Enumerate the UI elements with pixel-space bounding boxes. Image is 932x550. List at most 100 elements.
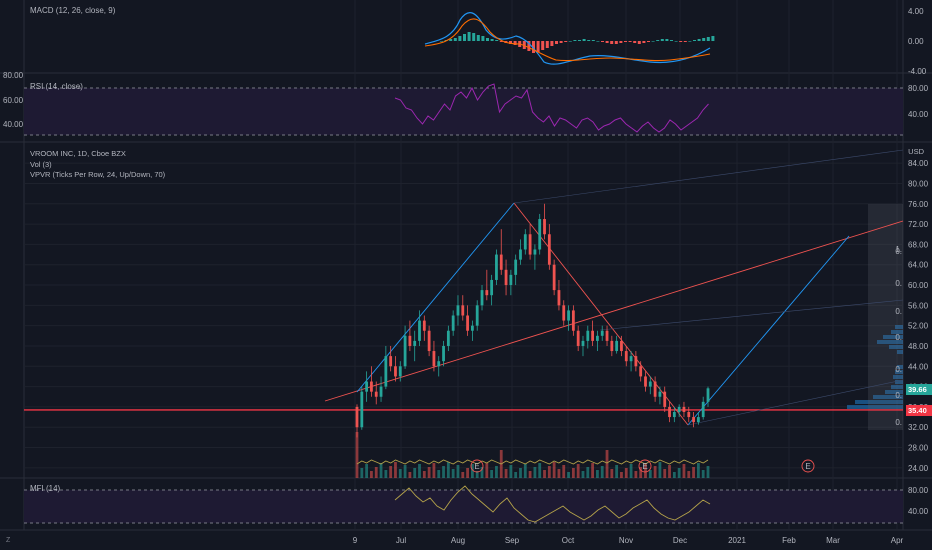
macd-histogram-bar [527, 41, 531, 51]
vpvr-bar [877, 340, 903, 344]
legend-volume[interactable]: Vol (3) [30, 159, 52, 169]
volume-bar [466, 468, 469, 478]
x-axis-label: Aug [451, 536, 465, 545]
trend-line-rising [324, 220, 904, 402]
vpvr-value-area [868, 204, 903, 430]
price-axis-label: 52.00 [908, 322, 929, 331]
candle-body [394, 366, 397, 377]
candle-body [446, 330, 450, 346]
price-axis-label: 32.00 [908, 423, 929, 432]
macd-histogram-bar [619, 41, 623, 43]
candle-body [547, 234, 551, 265]
price-axis-label: 56.00 [908, 301, 929, 310]
vpvr-bar [847, 405, 903, 409]
candle-body [365, 381, 369, 392]
vpvr-bar [897, 365, 903, 369]
volume-bar [504, 469, 508, 478]
macd-histogram-bar [702, 38, 706, 41]
candle-body [432, 351, 436, 367]
macd-histogram-bar [536, 41, 540, 52]
volume-bar [384, 470, 388, 478]
candle-body [663, 391, 667, 407]
volume-bar [581, 471, 585, 478]
volume-ma-line [356, 459, 709, 465]
candle-body [495, 254, 498, 280]
volume-bar [451, 469, 455, 478]
price-axis-label: 24.00 [908, 464, 929, 473]
vpvr-label: 0. [895, 333, 902, 342]
candle-body [620, 340, 623, 352]
vpvr-bar [891, 385, 903, 389]
volume-bar [692, 467, 695, 478]
legend-vpvr[interactable]: VPVR (Ticks Per Row, 24, Up/Down, 70) [30, 170, 166, 179]
vpvr-bar [855, 400, 903, 404]
macd-histogram-bar [555, 41, 558, 44]
candle-body [403, 335, 407, 367]
macd-histogram-bar [697, 39, 701, 41]
candle-body [451, 315, 455, 331]
macd-histogram-bar [642, 41, 646, 43]
x-axis-label: 9 [353, 536, 358, 545]
macd-histogram-bar [688, 41, 692, 42]
legend-symbol[interactable]: VROOM INC, 1D, Cboe BZX [30, 149, 126, 158]
candle-body [514, 259, 518, 275]
trend-line-down-leg [513, 202, 689, 426]
macd-axis-label: -4.00 [908, 67, 927, 76]
volume-bar [615, 465, 619, 478]
macd-histogram-bar [605, 41, 609, 43]
volume-bar [644, 463, 647, 478]
candle-body [658, 391, 662, 397]
price-axis-label: 60.00 [908, 281, 929, 290]
macd-histogram-bar [495, 40, 499, 41]
candle-body [413, 340, 417, 346]
price-axis-label: 28.00 [908, 444, 929, 453]
rsi-left-axis-label: 60.00 [3, 96, 24, 105]
volume-bar [432, 463, 436, 478]
macd-histogram-bar [476, 35, 480, 41]
volume-bar [668, 465, 671, 478]
candle-body [610, 340, 614, 352]
rsi-left-axis-label: 40.00 [3, 120, 24, 129]
x-axis-label: Sep [505, 536, 520, 545]
candle-body [519, 249, 522, 260]
macd-histogram-bar [601, 41, 604, 42]
macd-signal-line [424, 18, 711, 62]
volume-bar [653, 466, 657, 478]
price-axis-label: 80.00 [908, 179, 929, 188]
macd-histogram-bar [513, 41, 517, 45]
volume-bar [446, 462, 450, 478]
rsi-axis-label: 80.00 [908, 84, 929, 93]
volume-bar [470, 464, 474, 478]
mfi-title: MFI (14) [30, 484, 61, 493]
candle-body [624, 351, 628, 362]
volume-bar [562, 465, 566, 478]
volume-bar [639, 467, 643, 478]
pitchfork-line [599, 299, 904, 331]
macd-histogram-bar [541, 41, 545, 50]
earnings-marker [801, 459, 815, 473]
vpvr-bar [889, 345, 903, 349]
pitchfork-line [513, 149, 904, 204]
volume-bar [538, 463, 542, 478]
earnings-marker-label: E [805, 462, 810, 471]
x-axis-label: Oct [562, 536, 575, 545]
volume-bar [696, 463, 700, 478]
volume-bar [398, 469, 402, 478]
candle-body [644, 376, 647, 387]
macd-histogram-bar [559, 41, 563, 43]
volume-bar [379, 463, 383, 478]
macd-line [424, 12, 711, 65]
vpvr-label: 0. [895, 391, 902, 400]
macd-histogram-bar [490, 39, 494, 41]
candle-body [533, 249, 537, 255]
macd-histogram-bar [467, 32, 471, 41]
macd-histogram-bar [706, 37, 710, 41]
volume-bar [586, 467, 590, 478]
earnings-marker-label: E [474, 462, 479, 471]
candle-body [485, 290, 489, 296]
candle-body [653, 381, 657, 397]
timezone-button[interactable]: Z [6, 537, 11, 544]
macd-histogram-bar [550, 41, 554, 46]
volume-bar [567, 472, 570, 478]
macd-histogram-bar [582, 39, 586, 41]
